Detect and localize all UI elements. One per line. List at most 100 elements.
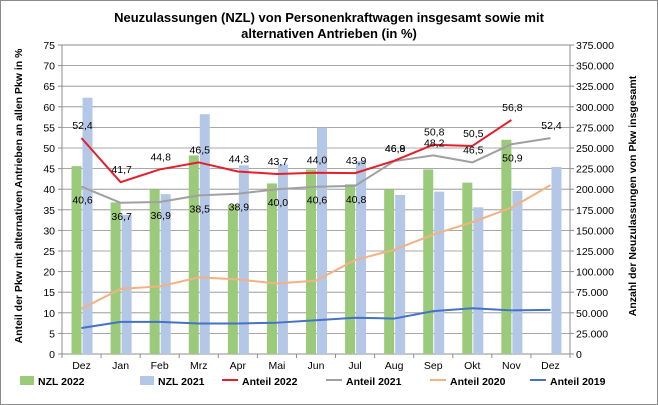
bar-nzl-2021 [199,114,210,354]
bar-nzl-2021 [121,214,132,354]
y-tick-left: 0 [49,349,55,361]
y-tick-right: 175.000 [576,205,614,217]
data-label-anteil-2022: 44,3 [229,153,250,165]
bar-nzl-2021 [277,164,288,354]
data-label-anteil-2021: 46,5 [463,144,484,156]
bar-nzl-2022 [462,182,473,354]
y-tick-right: 250.000 [576,143,614,155]
data-label-anteil-2021: 48,2 [424,137,445,149]
data-label-anteil-2021: 40,0 [268,197,289,209]
bar-nzl-2022 [345,184,356,354]
y-tick-left: 25 [43,246,55,258]
legend-label: Anteil 2020 [450,376,506,388]
data-label-anteil-2021: 36,7 [111,211,132,223]
y-tick-right: 350.000 [576,61,614,73]
line-anteil-2020 [81,184,551,310]
data-label-anteil-2022: 46,9 [385,143,406,155]
chart-title-line-2: alternativen Antrieben (in %) [241,26,417,41]
legend-label: Anteil 2021 [346,376,402,388]
y-tick-right: 150.000 [576,225,614,237]
x-tick-label: Okt [464,360,480,372]
bar-nzl-2021 [512,190,523,354]
legend-label: Anteil 2022 [242,376,298,388]
y-tick-left: 70 [43,61,55,73]
y-axis-right-title: Anzahl der Neuzulassungen von Pkw insges… [627,75,639,316]
y-tick-right: 25.000 [576,328,608,340]
data-label-anteil-2021: 46,8 [385,143,406,155]
y-tick-left: 5 [49,328,55,340]
y-tick-right: 125.000 [576,246,614,258]
data-label-anteil-2021: 38,9 [229,202,250,214]
x-tick-label: Aug [385,360,404,372]
line-anteil-2019 [81,307,551,330]
y-tick-left: 50 [43,143,55,155]
bar-nzl-2021 [160,194,171,354]
y-tick-left: 75 [43,40,55,52]
x-tick-label: Nov [502,360,521,372]
data-label-anteil-2021: 40,6 [307,195,328,207]
y-tick-left: 40 [43,184,55,196]
data-label-anteil-2022: 56,8 [502,102,523,114]
bar-nzl-2022 [306,169,316,354]
data-label-anteil-2022: 50,8 [424,127,445,139]
bar-nzl-2022 [266,183,277,354]
bar-nzl-2021 [551,166,562,354]
bar-nzl-2022 [423,169,434,354]
data-label-anteil-2021: 36,9 [150,210,171,222]
y-tick-right: 100.000 [576,267,614,279]
y-tick-right: 300.000 [576,102,614,114]
bar-nzl-2022 [110,202,121,354]
bar-nzl-2022 [501,139,512,354]
data-label-anteil-2021: 40,8 [346,194,367,206]
bar-nzl-2021 [434,191,445,354]
legend-label: NZL 2022 [38,376,85,388]
y-tick-right: 225.000 [576,164,614,176]
legend-swatch [20,376,34,385]
bar-nzl-2022 [149,189,160,354]
bar-nzl-2021 [395,194,406,354]
x-tick-label: Dez [72,360,91,372]
x-tick-label: Jul [348,360,361,372]
legend-label: NZL 2021 [158,376,205,388]
legend-swatch [140,376,154,385]
line-anteil-2022 [80,119,512,184]
data-label-anteil-2022: 44,0 [307,155,328,167]
data-label-anteil-2022: 41,7 [111,164,132,176]
line-anteil-2021 [81,137,551,204]
legend-label: Anteil 2019 [550,376,606,388]
y-tick-left: 45 [43,164,55,176]
x-tick-label: Apr [230,360,247,372]
y-tick-right: 325.000 [576,81,614,93]
bar-nzl-2021 [317,127,327,355]
bar-nzl-2022 [384,189,395,354]
bar-nzl-2021 [82,97,93,355]
data-label-anteil-2021: 38,5 [190,203,211,215]
data-label-anteil-2022: 43,9 [346,155,367,167]
x-tick-label: Dez [541,360,560,372]
y-tick-left: 65 [43,81,55,93]
bar-nzl-2021 [238,165,249,354]
y-tick-right: 0 [576,349,582,361]
bar-nzl-2022 [188,155,199,354]
data-label-anteil-2022: 43,7 [268,156,289,168]
x-tick-label: Jun [308,360,325,372]
y-tick-left: 10 [43,308,55,320]
y-tick-left: 60 [43,102,55,114]
y-tick-left: 15 [43,287,55,299]
y-tick-left: 30 [43,225,55,237]
x-tick-label: Feb [151,360,169,372]
data-label-anteil-2021: 40,6 [72,195,93,207]
bar-nzl-2022 [71,166,82,354]
y-tick-left: 20 [43,267,55,279]
x-tick-label: Sep [424,360,443,372]
x-tick-label: Mrz [190,360,208,372]
data-label-anteil-2022: 46,5 [190,144,211,156]
x-tick-label: Mai [268,360,285,372]
y-tick-left: 35 [43,205,55,217]
x-tick-label: Jan [112,360,129,372]
bar-nzl-2021 [473,207,484,354]
y-tick-right: 275.000 [576,122,614,134]
y-tick-left: 55 [43,122,55,134]
data-label-anteil-2022: 50,5 [463,128,484,140]
